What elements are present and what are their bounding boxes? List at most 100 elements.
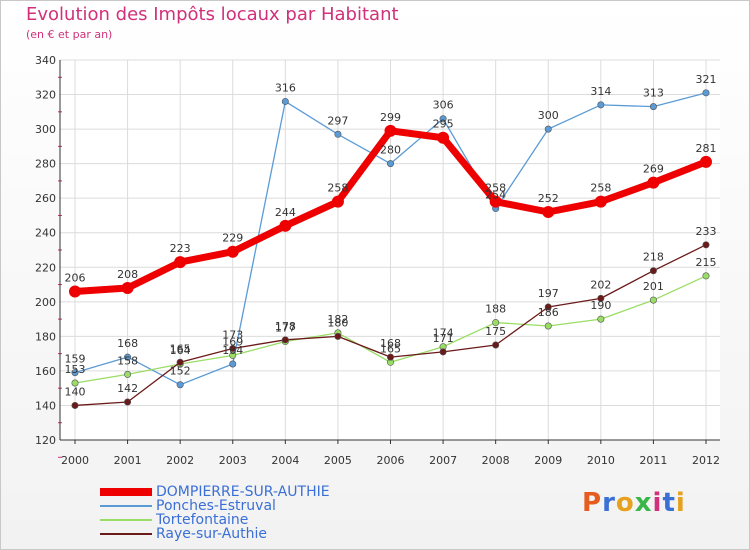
data-label-0: 208 [117, 268, 138, 281]
data-label-1: 314 [590, 85, 611, 98]
data-label-0: 223 [170, 242, 191, 255]
data-label-3: 140 [65, 385, 86, 398]
data-point-0 [279, 219, 292, 232]
data-point-2 [124, 370, 132, 378]
y-tick-label: 180 [35, 330, 56, 343]
data-point-1 [176, 381, 184, 389]
data-point-1 [702, 89, 710, 97]
data-label-0: 299 [380, 111, 401, 124]
data-label-2: 215 [696, 256, 717, 269]
data-label-1: 254 [485, 189, 506, 202]
data-label-3: 202 [590, 278, 611, 291]
logo-letter: o [615, 488, 635, 518]
data-point-1 [386, 160, 394, 168]
data-point-2 [649, 296, 657, 304]
data-point-0 [331, 195, 344, 208]
y-tick-label: 320 [35, 89, 56, 102]
data-label-3: 178 [275, 320, 296, 333]
data-point-3 [176, 358, 184, 366]
data-point-2 [597, 315, 605, 323]
logo-letter: t [662, 488, 676, 518]
data-point-3 [386, 353, 394, 361]
data-point-1 [124, 353, 132, 361]
data-label-0: 229 [222, 232, 243, 245]
data-label-1: 321 [696, 73, 717, 86]
legend-label-2: Tortefontaine [156, 512, 249, 528]
y-tick-label: 340 [35, 54, 56, 67]
data-point-0 [542, 206, 555, 218]
data-label-0: 258 [485, 182, 506, 195]
y-tick-label: 120 [35, 434, 56, 447]
data-point-2 [492, 319, 500, 327]
data-label-1: 159 [65, 353, 86, 366]
data-label-2: 177 [275, 322, 296, 335]
legend-swatch-1 [100, 505, 152, 507]
data-label-2: 165 [380, 342, 401, 355]
x-tick-label: 2005 [324, 454, 352, 467]
data-point-0 [647, 176, 660, 189]
data-label-2: 174 [433, 327, 454, 340]
data-point-2 [544, 322, 552, 330]
y-tick-label: 140 [35, 399, 56, 412]
x-tick-label: 2001 [114, 454, 142, 467]
data-point-1 [439, 115, 447, 123]
grid [60, 59, 720, 441]
data-point-1 [334, 130, 342, 138]
data-point-3 [649, 267, 657, 275]
data-label-1: 297 [327, 114, 348, 127]
data-point-1 [649, 103, 657, 111]
data-label-2: 164 [170, 344, 191, 357]
chart-subtitle: (en € et par an) [26, 28, 113, 41]
data-label-1: 300 [538, 109, 559, 122]
data-point-1 [597, 101, 605, 109]
chart-title: Evolution des Impôts locaux par Habitant [26, 4, 399, 25]
data-point-2 [71, 379, 79, 387]
y-tick-label: 300 [35, 123, 56, 136]
data-point-1 [544, 125, 552, 133]
data-point-3 [71, 401, 79, 409]
data-point-3 [334, 332, 342, 340]
data-label-2: 158 [117, 354, 138, 367]
data-point-1 [281, 97, 289, 105]
data-point-3 [544, 303, 552, 311]
logo-letter: i [675, 488, 686, 518]
legend-label-1: Ponches-Estruval [156, 498, 276, 514]
data-label-1: 306 [433, 99, 454, 112]
data-label-2: 169 [222, 335, 243, 348]
logo-letter: i [652, 488, 663, 518]
data-point-3 [492, 341, 500, 349]
data-point-0 [489, 195, 502, 208]
data-point-2 [229, 351, 237, 359]
series-layer [69, 89, 712, 409]
data-label-0: 244 [275, 206, 296, 219]
x-tick-label: 2007 [429, 454, 457, 467]
data-point-0 [384, 124, 397, 137]
data-label-2: 190 [590, 299, 611, 312]
data-label-0: 295 [433, 118, 454, 131]
axes: 120 140 160 180 200 220 240 260 280 300 320 340 2000… [35, 54, 720, 467]
data-label-2: 201 [643, 280, 664, 293]
data-point-3 [597, 294, 605, 302]
logo-letter: P [582, 488, 603, 518]
data-label-2: 153 [65, 363, 86, 376]
data-point-0 [226, 245, 239, 258]
data-point-0 [700, 155, 712, 168]
data-point-3 [281, 336, 289, 344]
legend-swatch-2 [100, 519, 152, 521]
proxiti-logo: Proxiti [582, 488, 686, 518]
data-point-2 [702, 272, 710, 280]
y-tick-label: 160 [35, 365, 56, 378]
data-point-3 [124, 398, 132, 406]
data-point-1 [229, 360, 237, 368]
legend-label-3: Raye-sur-Authie [156, 526, 268, 542]
data-label-2: 182 [327, 313, 348, 326]
y-tick-label: 220 [35, 261, 56, 274]
data-label-3: 142 [117, 382, 138, 395]
y-tick-label: 280 [35, 158, 56, 171]
x-tick-label: 2006 [377, 454, 405, 467]
x-tick-label: 2012 [692, 454, 720, 467]
data-label-3: 233 [696, 225, 717, 238]
data-label-2: 188 [485, 303, 506, 316]
x-tick-label: 2008 [482, 454, 510, 467]
